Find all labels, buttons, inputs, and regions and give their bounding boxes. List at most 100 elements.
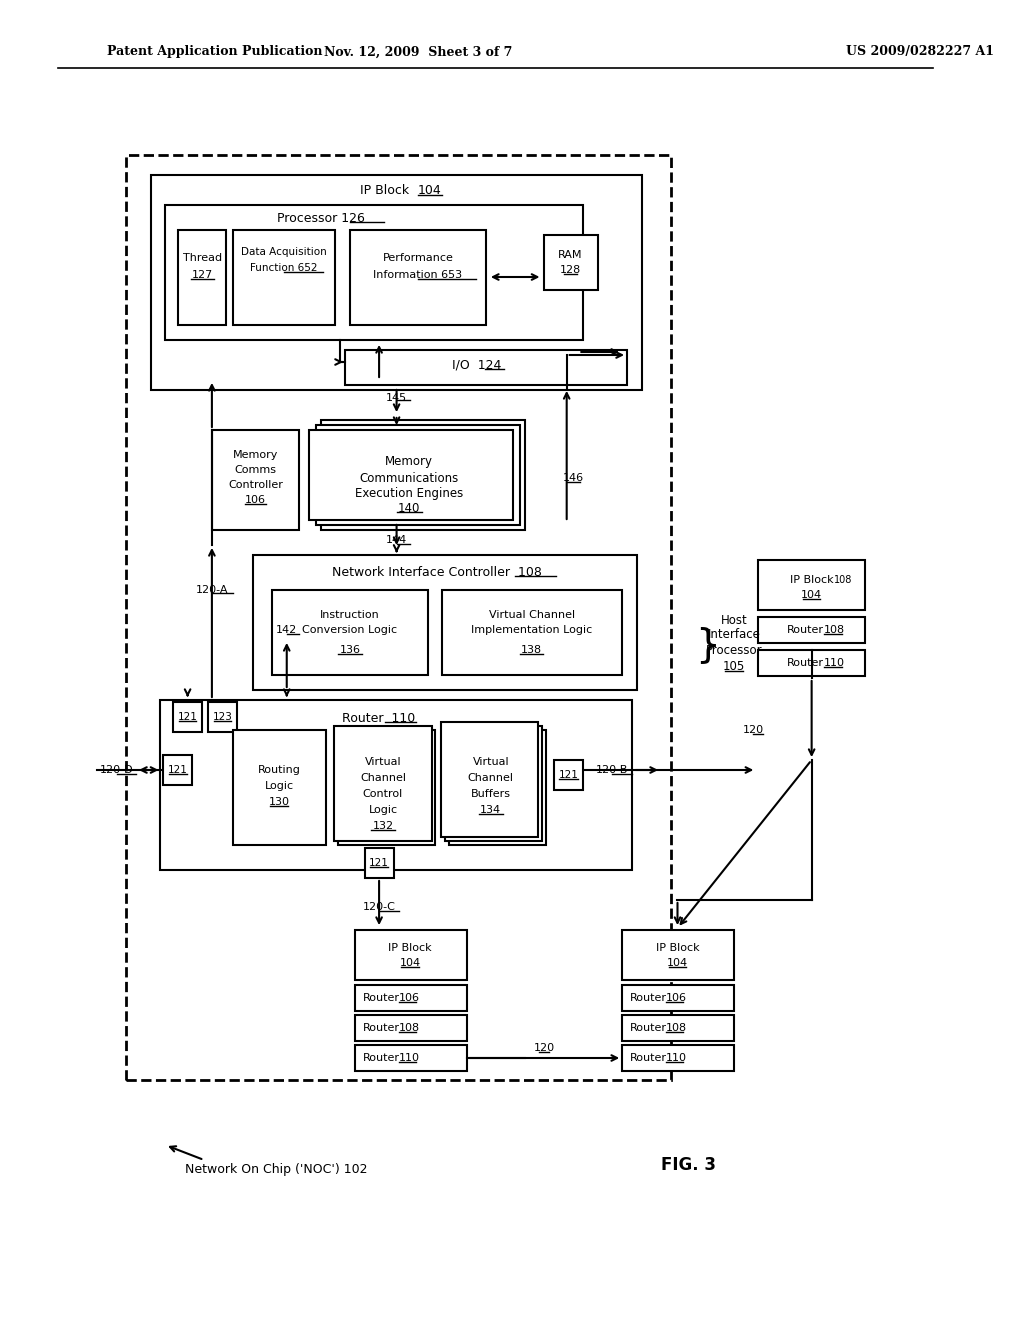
Text: Router: Router <box>787 624 824 635</box>
Text: 120-B: 120-B <box>596 766 629 775</box>
FancyBboxPatch shape <box>350 230 486 325</box>
Text: Function 652: Function 652 <box>250 263 317 273</box>
Text: 134: 134 <box>480 805 502 814</box>
Text: Instruction: Instruction <box>321 610 380 620</box>
Text: Interface: Interface <box>708 628 760 642</box>
Text: Logic: Logic <box>369 805 397 814</box>
FancyBboxPatch shape <box>163 755 193 785</box>
Text: Virtual Channel: Virtual Channel <box>488 610 574 620</box>
FancyBboxPatch shape <box>441 722 539 837</box>
Text: 123: 123 <box>213 711 232 722</box>
Text: 106: 106 <box>398 993 420 1003</box>
Text: 140: 140 <box>398 502 421 515</box>
FancyBboxPatch shape <box>623 1015 734 1041</box>
Text: Router: Router <box>362 1023 399 1034</box>
Text: 120-A: 120-A <box>196 585 228 595</box>
Text: 128: 128 <box>560 265 582 275</box>
FancyBboxPatch shape <box>442 590 623 675</box>
Text: 121: 121 <box>168 766 187 775</box>
Text: 130: 130 <box>268 797 290 807</box>
Text: 142: 142 <box>276 624 297 635</box>
Text: Logic: Logic <box>264 781 294 791</box>
Text: 120: 120 <box>534 1043 555 1053</box>
Text: Control: Control <box>362 789 403 799</box>
FancyBboxPatch shape <box>233 730 326 845</box>
Text: Router  110: Router 110 <box>342 711 416 725</box>
Text: Execution Engines: Execution Engines <box>355 487 463 500</box>
Text: 106: 106 <box>245 495 266 506</box>
Text: 121: 121 <box>369 858 389 869</box>
Text: 108: 108 <box>834 576 852 585</box>
Text: Memory: Memory <box>385 455 433 469</box>
Text: FIG. 3: FIG. 3 <box>660 1156 716 1173</box>
Text: 110: 110 <box>398 1053 420 1063</box>
FancyBboxPatch shape <box>233 230 335 325</box>
FancyBboxPatch shape <box>165 205 584 341</box>
FancyBboxPatch shape <box>545 235 598 290</box>
Text: 108: 108 <box>824 624 846 635</box>
Text: Router: Router <box>362 993 399 1003</box>
FancyBboxPatch shape <box>354 1015 467 1041</box>
FancyBboxPatch shape <box>445 726 543 841</box>
Text: 120-C: 120-C <box>362 902 395 912</box>
Text: 108: 108 <box>398 1023 420 1034</box>
Text: Data Acquisition: Data Acquisition <box>241 247 327 257</box>
Text: Conversion Logic: Conversion Logic <box>302 624 397 635</box>
Text: 138: 138 <box>521 645 543 655</box>
Text: 105: 105 <box>723 660 745 673</box>
Text: IP Block: IP Block <box>360 183 418 197</box>
Text: Patent Application Publication: Patent Application Publication <box>106 45 323 58</box>
FancyBboxPatch shape <box>354 931 467 979</box>
Text: Router: Router <box>787 657 824 668</box>
Text: Nov. 12, 2009  Sheet 3 of 7: Nov. 12, 2009 Sheet 3 of 7 <box>324 45 512 58</box>
FancyBboxPatch shape <box>309 430 513 520</box>
Text: IP Block: IP Block <box>790 576 834 585</box>
FancyBboxPatch shape <box>758 560 865 610</box>
Text: Router: Router <box>630 1053 667 1063</box>
Text: 104: 104 <box>667 958 688 968</box>
Text: Router: Router <box>630 993 667 1003</box>
FancyBboxPatch shape <box>354 1045 467 1071</box>
FancyBboxPatch shape <box>623 931 734 979</box>
Text: Processor: Processor <box>706 644 762 656</box>
FancyBboxPatch shape <box>253 554 637 690</box>
FancyBboxPatch shape <box>212 430 299 531</box>
FancyBboxPatch shape <box>173 702 202 733</box>
Text: 106: 106 <box>666 993 687 1003</box>
Text: Virtual: Virtual <box>365 756 401 767</box>
FancyBboxPatch shape <box>623 985 734 1011</box>
Text: IP Block: IP Block <box>655 942 699 953</box>
Text: 145: 145 <box>386 393 408 403</box>
FancyBboxPatch shape <box>354 985 467 1011</box>
Text: Performance: Performance <box>383 253 454 263</box>
FancyBboxPatch shape <box>554 760 584 789</box>
Text: 110: 110 <box>666 1053 687 1063</box>
Text: 110: 110 <box>824 657 845 668</box>
Text: 127: 127 <box>191 271 213 280</box>
Text: Network On Chip ('NOC') 102: Network On Chip ('NOC') 102 <box>184 1163 368 1176</box>
Text: 121: 121 <box>177 711 198 722</box>
Text: Routing: Routing <box>257 766 300 775</box>
Text: Virtual: Virtual <box>472 756 509 767</box>
Text: Channel: Channel <box>360 774 406 783</box>
FancyBboxPatch shape <box>623 1045 734 1071</box>
Text: }: } <box>695 626 720 664</box>
Text: Processor 126: Processor 126 <box>276 211 365 224</box>
Text: Host: Host <box>721 614 748 627</box>
Text: Buffers: Buffers <box>471 789 511 799</box>
Text: 104: 104 <box>801 590 822 601</box>
Text: 120-D: 120-D <box>99 766 133 775</box>
Text: 108: 108 <box>666 1023 687 1034</box>
Text: Thread: Thread <box>182 253 222 263</box>
Text: 144: 144 <box>386 535 408 545</box>
FancyBboxPatch shape <box>151 176 641 389</box>
FancyBboxPatch shape <box>161 700 632 870</box>
Text: Memory: Memory <box>232 450 279 459</box>
Text: 121: 121 <box>559 770 579 780</box>
FancyBboxPatch shape <box>126 154 671 1080</box>
Text: Router: Router <box>362 1053 399 1063</box>
Text: RAM: RAM <box>558 249 583 260</box>
Text: 104: 104 <box>399 958 421 968</box>
Text: IP Block: IP Block <box>388 942 432 953</box>
FancyBboxPatch shape <box>272 590 428 675</box>
